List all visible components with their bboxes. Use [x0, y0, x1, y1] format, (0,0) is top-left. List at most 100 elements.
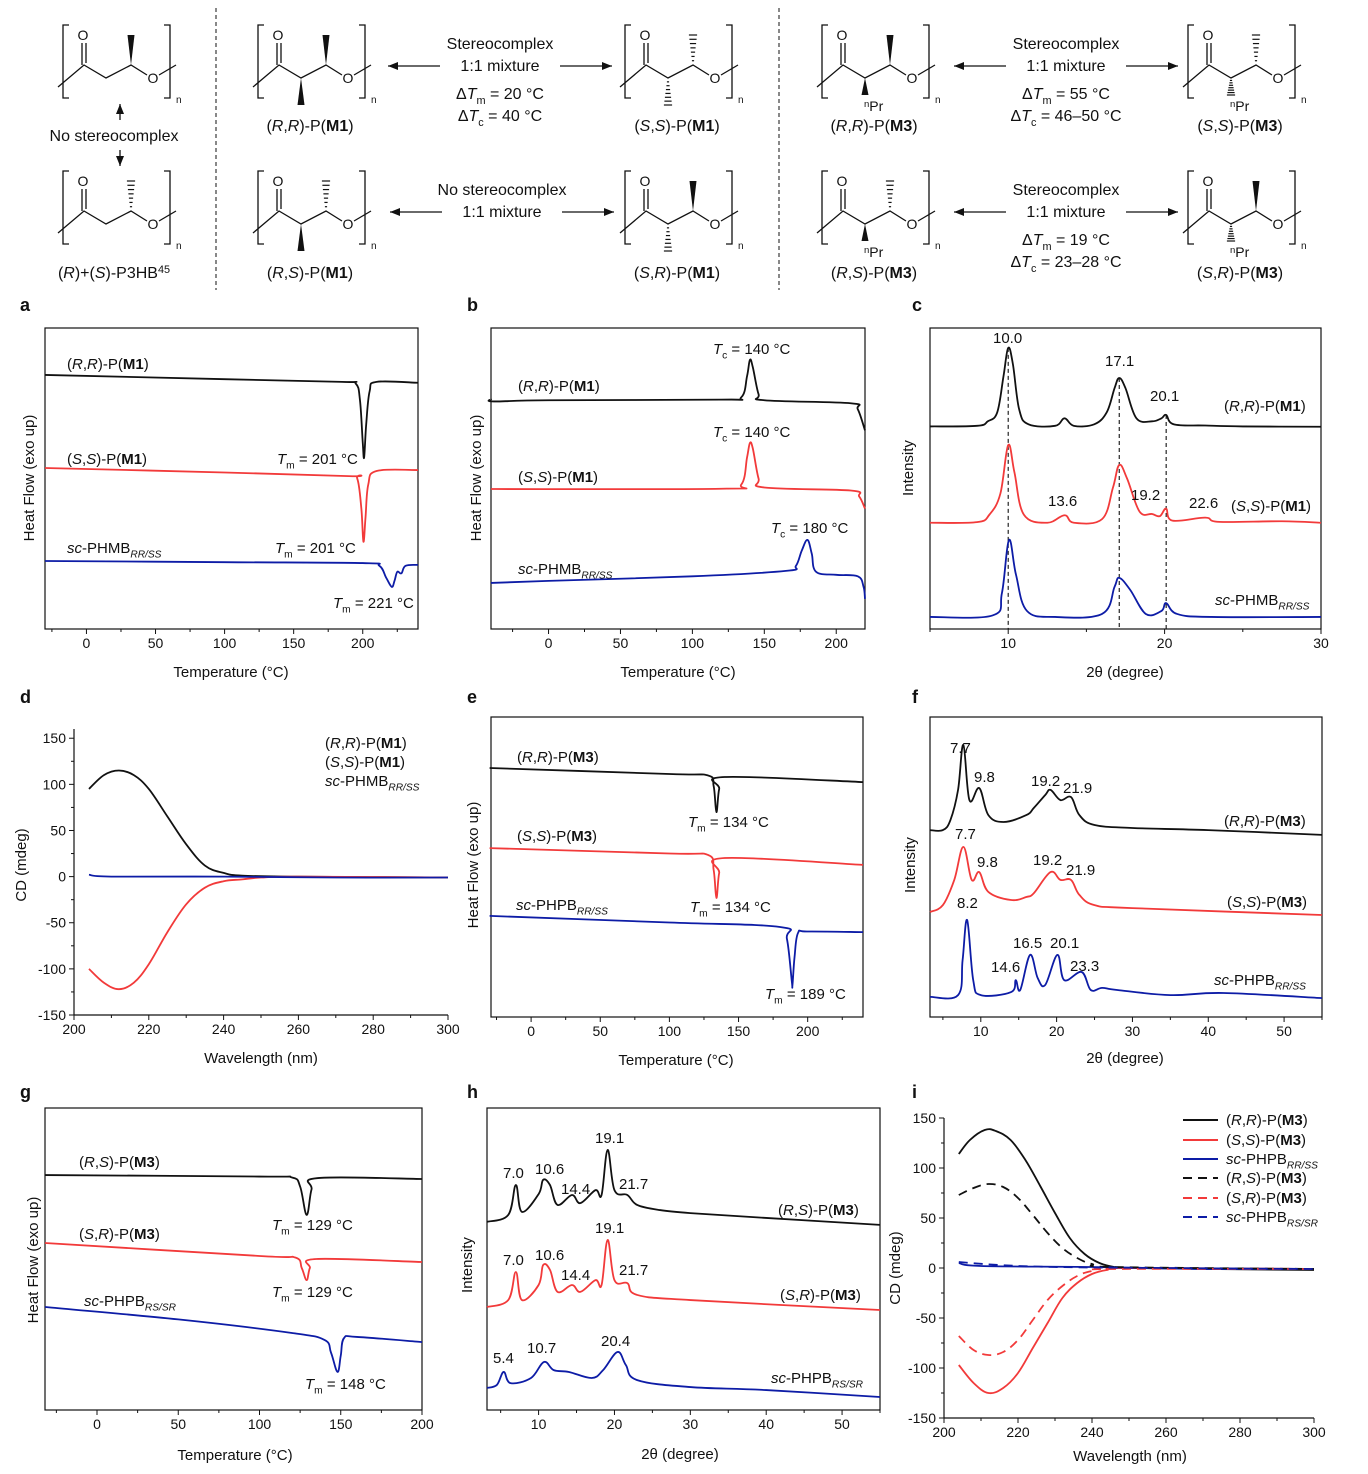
- ester-oxygen-label: O: [1273, 70, 1284, 86]
- series-line-blue: [489, 915, 864, 989]
- relation-arrow-right: [562, 208, 614, 216]
- y-tick-label: -50: [46, 915, 66, 931]
- y-tick-label: 150: [913, 1110, 937, 1126]
- arrowhead-icon: [954, 208, 964, 216]
- x-tick-label: 50: [592, 1023, 608, 1039]
- plot-frame: [929, 327, 1322, 630]
- repeat-n-label: n: [935, 95, 941, 106]
- curve-annotation: sc-PHPBRR/SS: [1214, 972, 1306, 993]
- x-axis-label: 2θ (degree): [1086, 1050, 1164, 1067]
- polymer-label: (R,S)-P(M3): [831, 265, 917, 282]
- backbone-end: [917, 64, 936, 76]
- y-tick-label: 0: [58, 869, 66, 885]
- curve-annotation: Tm = 201 °C: [275, 540, 356, 561]
- polymer-label: (R)+(S)-P3HB45: [58, 264, 170, 282]
- x-tick-label: 100: [248, 1416, 272, 1432]
- series-line-blue: [486, 1351, 881, 1398]
- ester-oxygen-label: O: [343, 70, 354, 86]
- backbone-end: [158, 64, 177, 76]
- curve-annotation: (R,R)-P(M1): [67, 356, 149, 373]
- relation-text: Stereocomplex: [447, 36, 554, 53]
- y-axis-label: CD (mdeg): [887, 1231, 904, 1304]
- series-line-black: [929, 346, 1322, 428]
- curve-annotation: 19.2: [1031, 773, 1060, 790]
- curve-annotation: Tm = 134 °C: [688, 814, 769, 835]
- relation-arrow-left: [954, 62, 1006, 70]
- repeat-n-label: n: [371, 95, 377, 106]
- relation-arrow-right: [1126, 62, 1178, 70]
- curve-annotation: 21.9: [1063, 780, 1092, 797]
- legend-entry: (R,R)-P(M3): [1183, 1112, 1308, 1129]
- x-tick-label: 50: [170, 1416, 186, 1432]
- chart-panel-h: h 10 20 30 40 50 2θ (degree) Intensity 19.1 7.0 10…: [459, 1082, 881, 1463]
- right-bracket: [359, 170, 366, 245]
- propyl-group-label: nPr: [864, 244, 884, 260]
- carbonyl-oxygen-label: O: [1203, 173, 1214, 189]
- arrowhead-icon: [1168, 62, 1178, 70]
- carbonyl-oxygen-label: O: [78, 27, 89, 43]
- y-tick-label: 50: [920, 1210, 936, 1226]
- carbonyl-oxygen-label: O: [273, 173, 284, 189]
- plot-frame: [44, 327, 419, 630]
- backbone: [252, 64, 343, 88]
- x-tick-label: 0: [83, 635, 91, 651]
- series-line-blue: [88, 873, 449, 879]
- plot-frame: [490, 327, 866, 630]
- x-tick-label: 200: [62, 1021, 86, 1037]
- curve-annotation: sc-PHPBRS/SR: [771, 1370, 864, 1391]
- right-bracket: [1289, 24, 1296, 99]
- curve-annotation: 16.5: [1013, 935, 1042, 952]
- legend-label: (S,S)-P(M3): [1226, 1132, 1306, 1149]
- curve-annotation: Tc = 180 °C: [771, 520, 849, 541]
- curve-annotation: sc-PHMBRR/SS: [1215, 592, 1310, 613]
- curve-annotation: sc-PHPBRR/SS: [516, 897, 608, 918]
- series-line-black-dashed: [958, 1183, 1315, 1270]
- panel-label: d: [20, 687, 31, 707]
- x-tick-label: 30: [1313, 635, 1329, 651]
- polymer-structure: O On (S,R)-P(M1): [619, 170, 744, 282]
- series-line-red: [44, 1242, 423, 1282]
- carbonyl-oxygen-label: O: [640, 27, 651, 43]
- chart-panel-i: i 200 220 240 260 280 300 -150 -100 -50 0 50 100 150 W…: [887, 1082, 1326, 1465]
- relation-text: ΔTc = 23–28 °C: [1010, 254, 1121, 275]
- relation-text: ΔTc = 46–50 °C: [1010, 108, 1121, 129]
- relation-text: ΔTm = 55 °C: [1022, 86, 1110, 107]
- ester-oxygen-label: O: [148, 216, 159, 232]
- x-tick-label: 200: [410, 1416, 434, 1432]
- panel-label: g: [20, 1082, 31, 1102]
- x-axis-label: 2θ (degree): [641, 1446, 719, 1463]
- x-tick-label: 0: [545, 635, 553, 651]
- x-tick-label: 300: [1302, 1424, 1326, 1440]
- y-axis-label: Heat Flow (exo up): [25, 1197, 42, 1324]
- polymer-label: (R,R)-P(M3): [830, 118, 917, 135]
- right-bracket: [726, 170, 733, 245]
- wedge-bond: [689, 181, 697, 211]
- curve-annotation: 14.6: [991, 959, 1020, 976]
- series-line-black: [44, 1174, 423, 1216]
- y-axis-label: Heat Flow (exo up): [468, 415, 485, 542]
- series-line-black: [486, 1149, 881, 1226]
- curve-annotation: 19.2: [1131, 487, 1160, 504]
- ester-oxygen-label: O: [710, 70, 721, 86]
- curve-annotation: 20.1: [1050, 935, 1079, 952]
- legend-entry: (R,S)-P(M3): [1183, 1170, 1307, 1187]
- panel-label: b: [467, 295, 478, 315]
- repeat-n-label: n: [738, 241, 744, 252]
- backbone: [619, 64, 710, 88]
- legend-entry: (S,R)-P(M3): [1183, 1190, 1307, 1207]
- right-bracket: [923, 24, 930, 99]
- x-tick-label: 200: [932, 1424, 956, 1440]
- backbone: [1182, 210, 1273, 234]
- curve-annotation: (S,R)-P(M3): [79, 1226, 160, 1243]
- polymer-label: (R,S)-P(M1): [267, 265, 353, 282]
- polymer-structure: O On (S,S)-P(M1): [619, 24, 744, 135]
- series-line-black: [487, 358, 866, 431]
- x-tick-label: 240: [1080, 1424, 1104, 1440]
- curve-annotation: Tm = 221 °C: [333, 595, 414, 616]
- arrowhead-icon: [388, 62, 398, 70]
- chart-panel-c: c 10 20 30 2θ (degree) Intensity 10.0 17.1 20.1 (…: [900, 295, 1329, 681]
- series-line-red: [490, 441, 866, 509]
- x-tick-label: 220: [137, 1021, 161, 1037]
